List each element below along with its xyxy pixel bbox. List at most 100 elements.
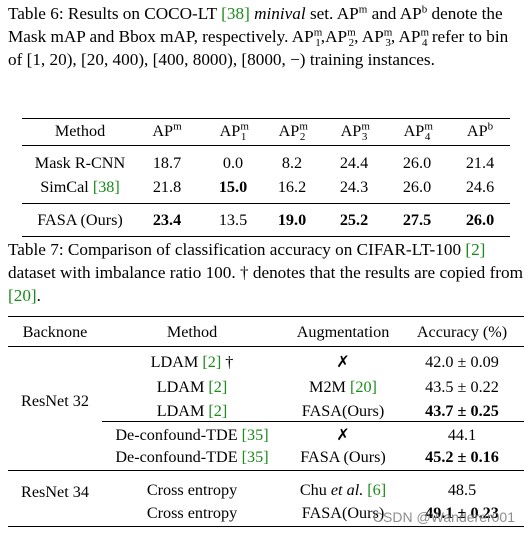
watermark: CSDN @Wanderer001: [372, 509, 515, 525]
table7-header-3: Accuracy (%): [416, 323, 508, 341]
table6-header-5: APm4: [403, 120, 433, 144]
table7-row-accuracy: 44.1: [447, 426, 477, 444]
table6-cell: 21.8: [152, 178, 182, 196]
method-name: SimCal: [40, 178, 93, 196]
table6-top-rule: [22, 118, 510, 120]
table7-header-0: Backnone: [22, 323, 88, 341]
ap-text: AP: [152, 122, 174, 140]
table6-cell: 0.0: [222, 154, 244, 172]
table6-cell: 23.4: [152, 211, 182, 229]
et-al: et al.: [330, 481, 364, 499]
table6-cell: 18.7: [152, 154, 182, 172]
table7-caption: Table 7: Comparison of classification ac…: [8, 240, 523, 305]
table7-row-accuracy: 49.1 ± 0.23: [425, 504, 499, 522]
table6-cell: 26.0: [465, 211, 495, 229]
table7-row-augmentation: ✗: [336, 352, 350, 372]
citation-link[interactable]: [35]: [241, 448, 269, 466]
table7-header-rule: [8, 346, 524, 347]
table7-row-augmentation: Chu et al. [6]: [300, 480, 386, 500]
table7-bottom-rule: [8, 526, 524, 528]
table7-row-accuracy: 42.0 ± 0.09: [425, 353, 499, 371]
table7-row-augmentation: ✗: [336, 425, 350, 445]
table7-row-accuracy: 48.5: [447, 481, 477, 499]
citation-link[interactable]: [2]: [202, 353, 222, 371]
sub: 3: [361, 131, 368, 144]
method-name: De-confound-TDE: [115, 448, 242, 466]
table6-header-2: APm1: [220, 120, 249, 143]
table6-cell: 27.5: [402, 211, 432, 229]
ap-text: AP: [278, 122, 300, 140]
table7-row-accuracy: 43.5 ± 0.22: [425, 378, 499, 396]
augmentation-name: M2M: [309, 378, 350, 396]
table7-separator-rule-1: [102, 421, 524, 422]
table6-cell: 21.4: [465, 154, 495, 172]
table6-cell: 24.6: [465, 178, 495, 196]
augmentation-name: ✗: [336, 353, 350, 371]
method-name: Mask R-CNN: [34, 154, 126, 172]
table7-row-method: De-confound-TDE [35]: [115, 425, 268, 445]
table6-header-method: Method: [54, 122, 106, 140]
table7-caption-label: Table 7:: [8, 240, 64, 259]
citation-link[interactable]: [6]: [363, 481, 387, 499]
table6-bottom-rule: [22, 236, 510, 238]
table7-row-accuracy: 45.2 ± 0.16: [425, 448, 499, 466]
sub: 4: [424, 131, 431, 144]
table7-row-augmentation: FASA(Ours): [302, 401, 384, 421]
table6-cell: 16.2: [277, 178, 307, 196]
table7-row-augmentation: FASA(Ours): [302, 503, 384, 523]
citation-link[interactable]: [38]: [221, 4, 250, 23]
sup: m: [240, 120, 249, 133]
method-name: Cross entropy: [146, 481, 238, 499]
method-name: Cross entropy: [146, 504, 238, 522]
sub: 2: [299, 131, 306, 144]
sup: m: [424, 120, 433, 133]
citation-link[interactable]: [38]: [92, 178, 120, 196]
augmentation-name: ✗: [336, 426, 350, 444]
method-name: LDAM: [150, 353, 203, 371]
table7-top-rule: [8, 316, 524, 318]
table6-cell: 25.2: [339, 211, 369, 229]
table7-row-method: LDAM [2]: [157, 401, 228, 421]
citation-link[interactable]: [20]: [349, 378, 377, 396]
method-name: FASA (Ours): [37, 211, 123, 229]
method-name: LDAM: [156, 402, 209, 420]
backbone-label: ResNet 34: [21, 483, 89, 501]
citation-link[interactable]: [2]: [208, 402, 228, 420]
table7-header-2: Augmentation: [296, 323, 390, 341]
sup: m: [173, 120, 182, 133]
table6-header-3: APm2: [278, 121, 308, 144]
table6-header-1: APm: [152, 121, 181, 141]
backbone-label: ResNet 32: [21, 392, 89, 410]
citation-link[interactable]: [35]: [241, 426, 269, 444]
method-name: De-confound-TDE: [115, 426, 242, 444]
table6-header-rule: [22, 145, 510, 146]
table7-row-method: Cross entropy: [147, 503, 237, 523]
sup: b: [487, 120, 494, 133]
table7-separator-rule-2: [8, 470, 524, 471]
ap-text: AP: [340, 122, 362, 140]
dagger-mark: †: [221, 353, 234, 371]
method-name: LDAM: [156, 378, 209, 396]
table6-cell: 26.0: [402, 154, 432, 172]
augmentation-name: FASA (Ours): [300, 448, 386, 466]
table7-row-accuracy: 43.7 ± 0.25: [425, 402, 499, 420]
table7-row-method: LDAM [2] †: [151, 352, 234, 372]
table6-row-method: Mask R-CNN: [35, 153, 125, 173]
table6-separator-rule: [22, 203, 510, 204]
table6-cell: 19.0: [277, 211, 307, 229]
table6-caption-label: Table 6:: [8, 4, 64, 23]
table6-cell: 24.3: [339, 178, 369, 196]
table6-caption: Table 6: Results on COCO-LT [38] minival…: [8, 3, 509, 69]
table6-cell: 8.2: [281, 154, 303, 172]
table6-header-6: APb: [467, 121, 493, 141]
table7-row-augmentation: M2M [20]: [309, 377, 377, 397]
augmentation-name: FASA(Ours): [301, 504, 385, 522]
ap-text: AP: [466, 122, 488, 140]
table6-row-method: FASA (Ours): [37, 210, 123, 230]
ap-text: AP: [403, 122, 425, 140]
table6-header-4: APm3: [340, 121, 370, 144]
citation-link[interactable]: [2]: [208, 378, 228, 396]
citation-link[interactable]: [2]: [465, 240, 486, 259]
citation-link[interactable]: [20]: [8, 286, 37, 305]
table6-cell: 24.4: [339, 154, 369, 172]
